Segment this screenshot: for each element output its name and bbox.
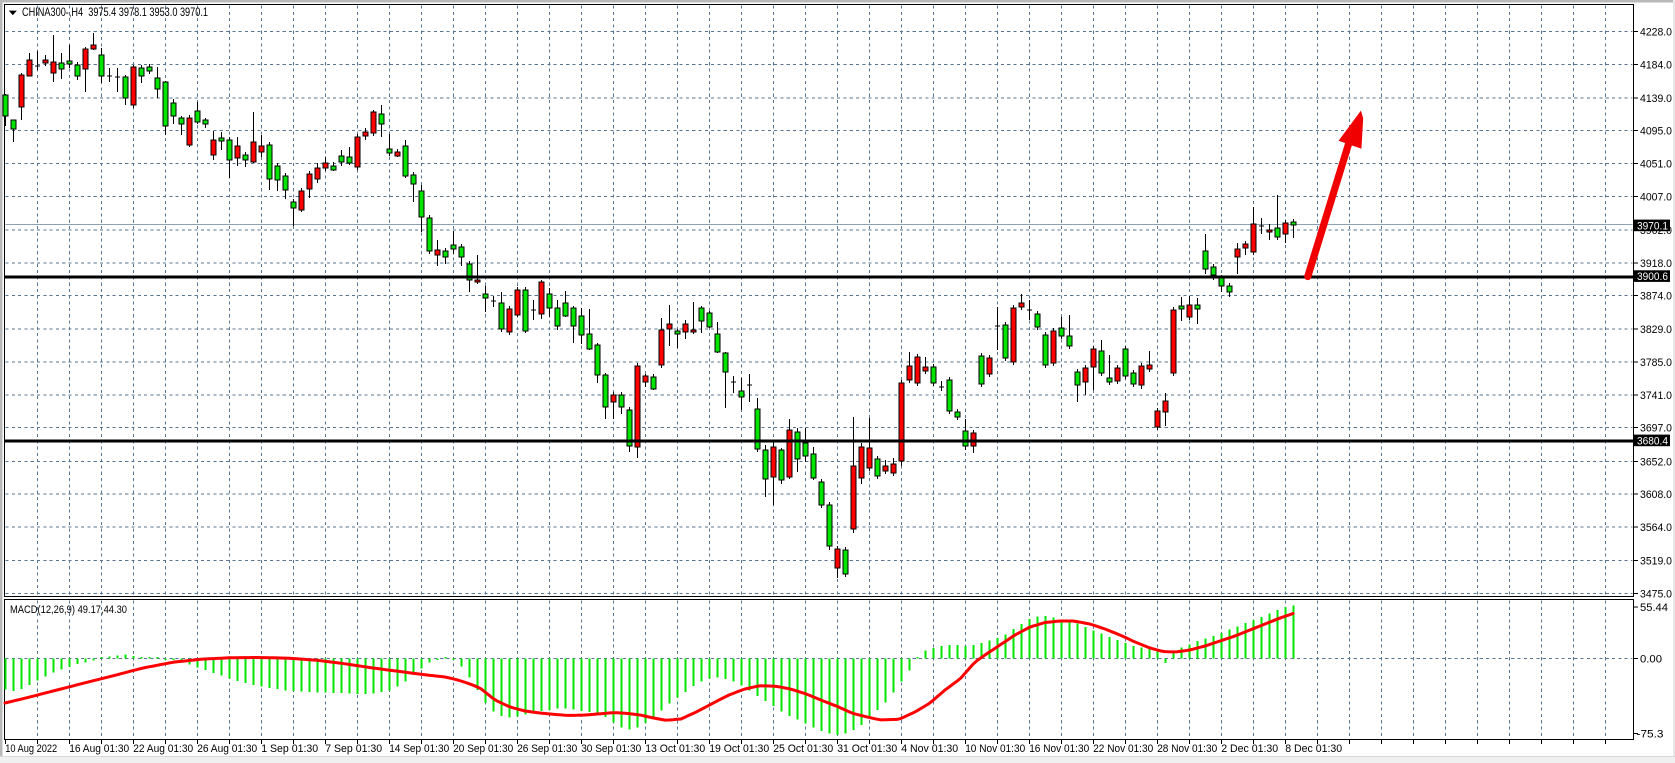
svg-text:7 Sep 01:30: 7 Sep 01:30 (325, 743, 382, 755)
svg-text:4095.0: 4095.0 (1640, 126, 1672, 138)
svg-text:31 Oct 01:30: 31 Oct 01:30 (837, 743, 897, 755)
svg-text:3564.0: 3564.0 (1640, 522, 1672, 534)
svg-text:14 Sep 01:30: 14 Sep 01:30 (389, 743, 449, 755)
svg-text:3829.0: 3829.0 (1640, 324, 1672, 336)
svg-text:26 Sep 01:30: 26 Sep 01:30 (517, 743, 577, 755)
svg-text:-75.3: -75.3 (1637, 729, 1664, 741)
svg-text:3697.0: 3697.0 (1640, 423, 1672, 435)
svg-text:4184.0: 4184.0 (1640, 59, 1672, 71)
svg-text:1 Sep 01:30: 1 Sep 01:30 (261, 743, 318, 755)
svg-text:28 Nov 01:30: 28 Nov 01:30 (1157, 743, 1217, 755)
svg-text:3680.4: 3680.4 (1637, 436, 1668, 448)
svg-text:3652.0: 3652.0 (1640, 456, 1672, 468)
svg-text:26 Aug 01:30: 26 Aug 01:30 (197, 743, 257, 755)
svg-text:30 Sep 01:30: 30 Sep 01:30 (581, 743, 641, 755)
svg-text:4139.0: 4139.0 (1640, 93, 1672, 105)
svg-text:25 Oct 01:30: 25 Oct 01:30 (773, 743, 833, 755)
svg-text:3918.0: 3918.0 (1640, 258, 1672, 270)
svg-text:16 Aug 01:30: 16 Aug 01:30 (69, 743, 129, 755)
svg-text:19 Oct 01:30: 19 Oct 01:30 (709, 743, 769, 755)
svg-text:3785.0: 3785.0 (1640, 357, 1672, 369)
svg-text:3608.0: 3608.0 (1640, 489, 1672, 501)
svg-text:3741.0: 3741.0 (1640, 390, 1672, 402)
svg-text:55.44: 55.44 (1640, 602, 1668, 614)
svg-text:4007.0: 4007.0 (1640, 191, 1672, 203)
svg-text:20 Sep 01:30: 20 Sep 01:30 (453, 743, 513, 755)
svg-text:3519.0: 3519.0 (1640, 556, 1672, 568)
svg-text:22 Nov 01:30: 22 Nov 01:30 (1093, 743, 1153, 755)
svg-text:8 Dec 01:30: 8 Dec 01:30 (1285, 743, 1342, 755)
svg-text:2 Dec 01:30: 2 Dec 01:30 (1221, 743, 1278, 755)
svg-text:3970.1: 3970.1 (1637, 221, 1668, 233)
svg-text:0.00: 0.00 (1640, 654, 1662, 666)
svg-text:10 Nov 01:30: 10 Nov 01:30 (965, 743, 1025, 755)
svg-text:4228.0: 4228.0 (1640, 27, 1672, 39)
svg-text:13 Oct 01:30: 13 Oct 01:30 (645, 743, 705, 755)
svg-text:16 Nov 01:30: 16 Nov 01:30 (1029, 743, 1089, 755)
svg-text:4051.0: 4051.0 (1640, 159, 1672, 171)
svg-text:3900.6: 3900.6 (1637, 271, 1668, 283)
svg-text:10 Aug 2022: 10 Aug 2022 (5, 743, 57, 755)
svg-text:22 Aug 01:30: 22 Aug 01:30 (133, 743, 193, 755)
svg-text:CHINA300-,H4 3975.4 3978.1 39: CHINA300-,H4 3975.4 3978.1 3953.0 3970.1 (22, 5, 208, 19)
svg-text:MACD(12,26,9) 49.17,44.30: MACD(12,26,9) 49.17,44.30 (10, 604, 127, 616)
svg-text:4 Nov 01:30: 4 Nov 01:30 (901, 743, 958, 755)
svg-text:3475.0: 3475.0 (1640, 588, 1672, 600)
svg-text:3874.0: 3874.0 (1640, 291, 1672, 303)
